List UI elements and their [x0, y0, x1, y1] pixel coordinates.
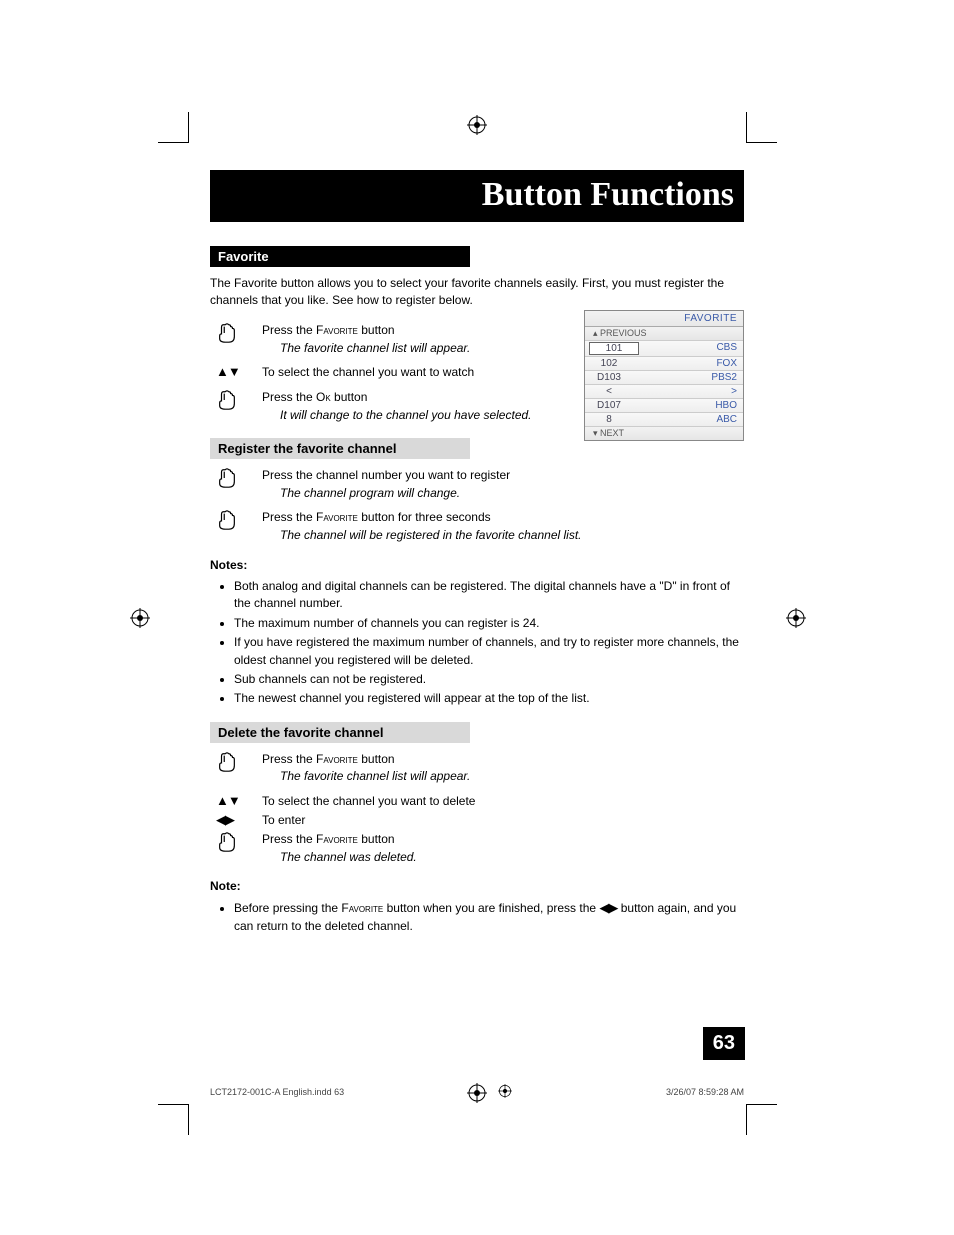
- footer-right: 3/26/07 8:59:28 AM: [666, 1087, 744, 1097]
- osd-row: <>: [585, 385, 743, 399]
- page-title: Button Functions: [210, 170, 744, 222]
- note-list: Before pressing the Favorite button when…: [216, 899, 744, 935]
- note-item: If you have registered the maximum numbe…: [234, 634, 744, 669]
- note-item: The maximum number of channels you can r…: [234, 615, 744, 632]
- updown-arrows-icon: ▲▼: [210, 793, 262, 808]
- section-delete-header: Delete the favorite channel: [210, 722, 470, 743]
- note-heading: Note:: [210, 879, 744, 893]
- step-text: To enter: [262, 812, 744, 829]
- notes-heading: Notes:: [210, 558, 744, 572]
- note-item: The newest channel you registered will a…: [234, 690, 744, 707]
- step-text: Press the channel number you want to reg…: [262, 467, 744, 502]
- notes-list: Both analog and digital channels can be …: [216, 578, 744, 708]
- step-text: Press the Favorite button The channel wa…: [262, 831, 744, 866]
- step-text: Press the Favorite button for three seco…: [262, 509, 744, 544]
- press-icon: [210, 389, 262, 411]
- page-number: 63: [703, 1027, 745, 1060]
- favorite-intro: The Favorite button allows you to select…: [210, 275, 744, 310]
- crop-mark: [158, 1104, 189, 1135]
- note-item: Both analog and digital channels can be …: [234, 578, 744, 613]
- press-icon: [210, 322, 262, 344]
- osd-row: D103PBS2: [585, 371, 743, 385]
- osd-previous: ▴ PREVIOUS: [585, 327, 743, 341]
- crop-mark: [746, 112, 777, 143]
- note-item: Sub channels can not be registered.: [234, 671, 744, 688]
- registration-mark-icon: [467, 115, 487, 135]
- registration-mark-icon: [498, 1084, 512, 1100]
- crop-mark: [158, 112, 189, 143]
- osd-next: ▾ NEXT: [585, 427, 743, 440]
- section-register-header: Register the favorite channel: [210, 438, 470, 459]
- press-icon: [210, 509, 262, 531]
- updown-arrows-icon: ▲▼: [210, 364, 262, 379]
- press-icon: [210, 831, 262, 853]
- note-item: Before pressing the Favorite button when…: [234, 899, 744, 935]
- footer-left: LCT2172-001C-A English.indd 63: [210, 1087, 344, 1097]
- step-text: Press the Favorite button The favorite c…: [262, 751, 744, 786]
- press-icon: [210, 467, 262, 489]
- osd-row: 102FOX: [585, 357, 743, 371]
- section-favorite-header: Favorite: [210, 246, 470, 267]
- leftright-arrows-icon: ◀▶: [210, 812, 262, 828]
- osd-row: D107HBO: [585, 399, 743, 413]
- osd-favorite-panel: FAVORITE ▴ PREVIOUS 101CBS102FOXD103PBS2…: [584, 310, 744, 441]
- footer: LCT2172-001C-A English.indd 63 3/26/07 8…: [210, 1084, 744, 1100]
- osd-title: FAVORITE: [585, 311, 743, 327]
- press-icon: [210, 751, 262, 773]
- osd-row: 101CBS: [585, 341, 743, 357]
- registration-mark-icon: [130, 608, 150, 628]
- registration-mark-icon: [786, 608, 806, 628]
- step-text: To select the channel you want to delete: [262, 793, 744, 810]
- crop-mark: [746, 1104, 777, 1135]
- osd-row: 8ABC: [585, 413, 743, 427]
